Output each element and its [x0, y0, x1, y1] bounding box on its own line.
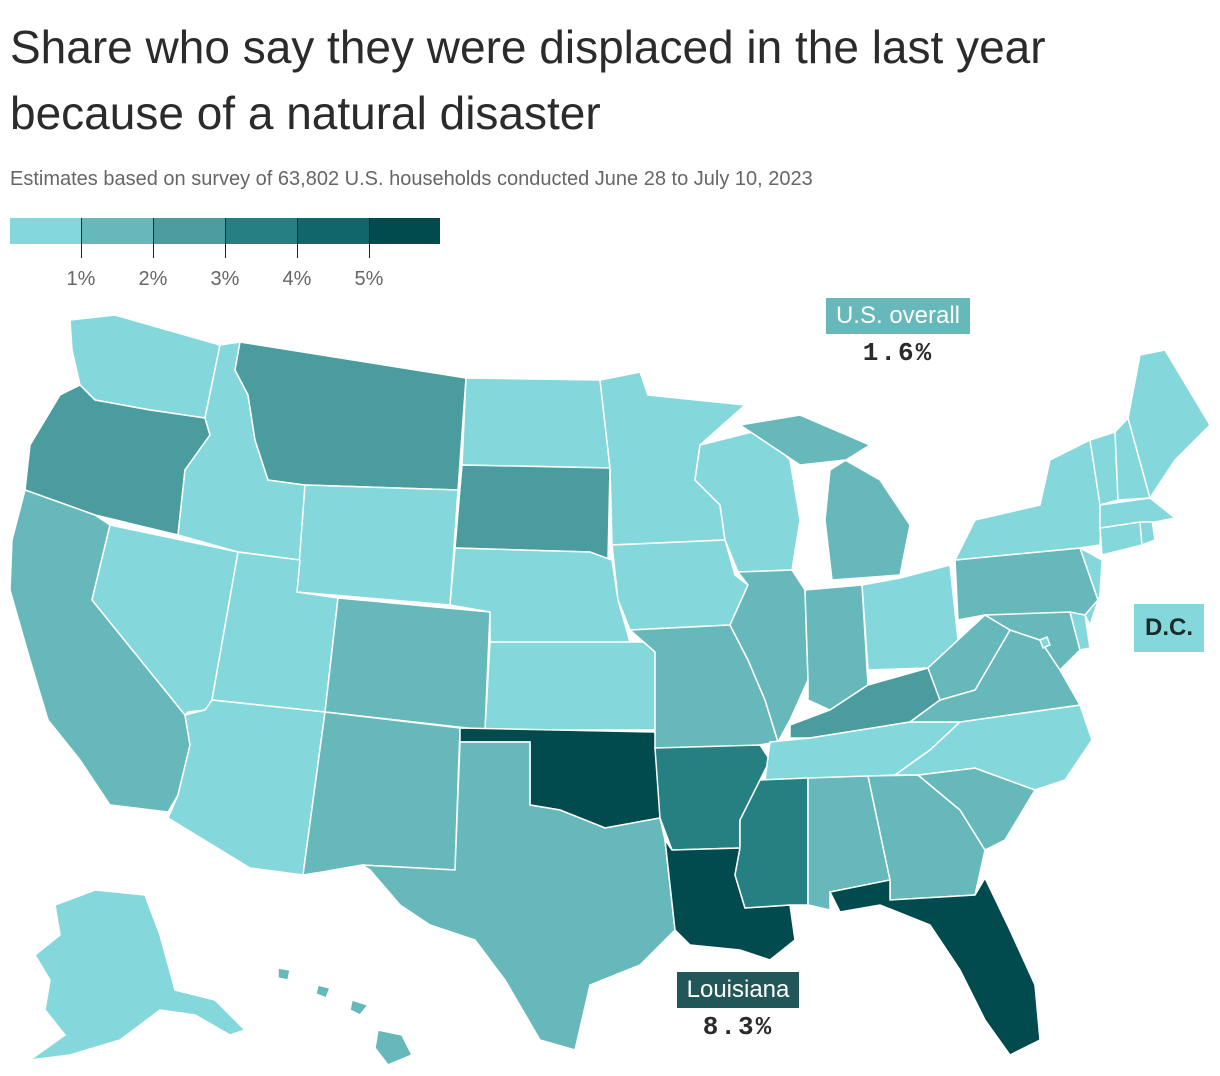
state-north-dakota[interactable] [461, 377, 611, 469]
legend-swatch-4 [298, 218, 370, 244]
legend-tick [225, 218, 226, 258]
legend-tick [153, 218, 154, 258]
legend-tick-label: 5% [354, 268, 384, 290]
dc-label: D.C. [1134, 604, 1204, 652]
chart-subtitle: Estimates based on survey of 63,802 U.S.… [10, 168, 813, 190]
state-iowa[interactable] [611, 539, 749, 631]
legend-tick [369, 218, 370, 258]
state-maine[interactable] [1127, 349, 1211, 500]
state-michigan[interactable] [738, 414, 911, 581]
state-florida[interactable] [828, 876, 1041, 1056]
state-alaska[interactable] [29, 889, 247, 1061]
state-new-york[interactable] [953, 438, 1103, 561]
louisiana-value: 8.3% [702, 1012, 774, 1042]
state-colorado[interactable] [324, 597, 491, 731]
legend-swatch-2 [154, 218, 226, 244]
legend-swatch-0 [10, 218, 82, 244]
state-new-mexico[interactable] [302, 711, 461, 876]
state-arizona[interactable] [167, 699, 326, 876]
state-north-carolina[interactable] [892, 704, 1093, 791]
legend-tick-label: 2% [138, 268, 168, 290]
legend-swatch-5 [370, 218, 440, 244]
state-pennsylvania[interactable] [954, 547, 1099, 621]
louisiana-label: Louisiana [676, 972, 800, 1008]
state-wyoming[interactable] [296, 484, 459, 606]
us-overall-label: U.S. overall [825, 298, 971, 334]
louisiana-callout: Louisiana 8.3% [650, 972, 826, 1042]
us-choropleth-map [9, 314, 1211, 1066]
state-hawaii[interactable] [277, 967, 414, 1066]
state-texas[interactable] [361, 741, 676, 1051]
color-legend: 1% 2% 3% 4% 5% [10, 218, 440, 298]
state-delaware[interactable] [1068, 611, 1091, 651]
state-montana[interactable] [234, 341, 467, 491]
us-overall-value: 1.6% [862, 338, 934, 368]
state-kansas[interactable] [484, 641, 656, 731]
chart-title: Share who say they were displaced in the… [10, 21, 1046, 139]
us-overall-callout: U.S. overall 1.6% [818, 298, 978, 368]
legend-tick [297, 218, 298, 258]
legend-swatch-1 [82, 218, 154, 244]
legend-tick-label: 3% [210, 268, 240, 290]
legend-tick [81, 218, 82, 258]
state-rhode-island[interactable] [1139, 519, 1156, 547]
state-south-dakota[interactable] [454, 464, 611, 562]
state-dc[interactable] [1039, 636, 1051, 649]
legend-tick-label: 1% [66, 268, 96, 290]
legend-tick-label: 4% [282, 268, 312, 290]
legend-swatch-3 [226, 218, 298, 244]
state-new-jersey[interactable] [1078, 546, 1103, 627]
